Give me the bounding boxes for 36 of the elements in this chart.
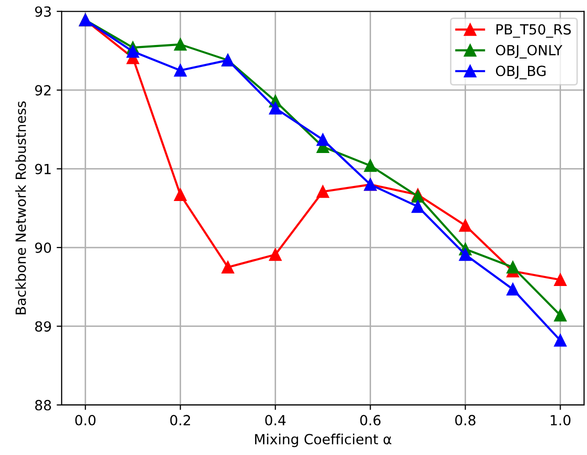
x-axis-title: Mixing Coefficient α [255, 434, 392, 448]
legend-label: OBJ_BG [496, 66, 546, 80]
y-tick-label: 88 [35, 400, 51, 410]
legend-label: PB_T50_RS [496, 24, 571, 38]
point [316, 185, 330, 198]
point [412, 190, 424, 203]
point [506, 282, 520, 296]
y-tick-label: 92 [35, 85, 51, 96]
y-tick-label: 91 [35, 164, 51, 174]
x-tick-label: 0.6 [360, 414, 381, 426]
point [554, 308, 567, 322]
point [459, 219, 472, 232]
y-tick-label: 89 [35, 321, 51, 332]
legend-label: OBJ_ONLY [496, 44, 562, 58]
point [269, 102, 282, 114]
point [364, 159, 377, 172]
point [412, 200, 424, 213]
point [269, 248, 282, 261]
point [222, 260, 234, 274]
x-tick-label: 1.0 [550, 414, 570, 426]
point [316, 133, 330, 146]
x-tick-label: 0.8 [455, 414, 476, 426]
point [174, 64, 187, 77]
x-tick-label: 0.4 [265, 414, 286, 426]
point [174, 188, 187, 202]
point [506, 260, 520, 274]
point [174, 38, 187, 51]
point [126, 45, 140, 58]
point [554, 334, 567, 347]
y-tick-label: 90 [35, 242, 51, 253]
x-tick-label: 0.0 [75, 414, 96, 426]
point [459, 248, 472, 261]
y-axis-title: Backbone Network Robustness [15, 101, 26, 314]
x-tick-label: 0.2 [170, 414, 190, 426]
y-tick-label: 93 [35, 6, 51, 17]
point [554, 274, 567, 286]
